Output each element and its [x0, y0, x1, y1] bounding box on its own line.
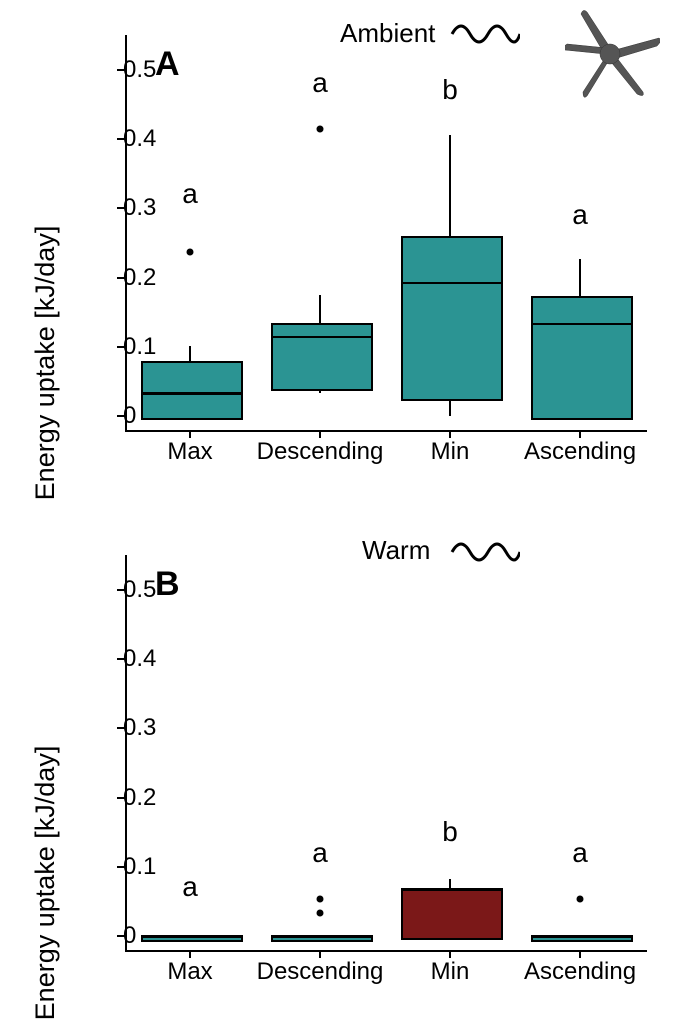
boxplot-box — [401, 888, 504, 941]
y-tick-label: 0.5 — [123, 576, 673, 604]
y-tick-label: 0.3 — [123, 194, 673, 222]
y-tick-label: 0.5 — [123, 56, 673, 84]
outlier-point — [317, 125, 324, 132]
median-line — [531, 935, 634, 938]
median-line — [141, 935, 244, 938]
significance-letter: b — [442, 816, 458, 848]
significance-letter: a — [572, 837, 588, 869]
x-tick-label: Ascending — [524, 958, 636, 986]
x-tick — [579, 430, 581, 438]
x-tick — [319, 430, 321, 438]
plot-area-B — [125, 555, 647, 952]
x-tick — [189, 950, 191, 958]
y-axis-label: Energy uptake [kJ/day] — [30, 226, 61, 501]
whisker — [579, 259, 581, 296]
boxplot-box — [531, 296, 634, 420]
x-tick — [579, 950, 581, 958]
median-line — [141, 392, 244, 395]
median-line — [271, 336, 374, 339]
boxplot-box — [271, 323, 374, 391]
median-line — [531, 323, 634, 326]
whisker — [189, 346, 191, 361]
x-tick-label: Descending — [257, 958, 384, 986]
y-tick-label: 0.2 — [123, 264, 673, 292]
x-tick-label: Ascending — [524, 438, 636, 466]
y-tick-label: 0.2 — [123, 784, 673, 812]
x-tick-label: Max — [167, 438, 212, 466]
x-tick-label: Min — [431, 958, 470, 986]
median-line — [401, 888, 504, 891]
whisker — [449, 879, 451, 888]
significance-letter: a — [182, 178, 198, 210]
x-tick — [449, 950, 451, 958]
outlier-point — [317, 896, 324, 903]
outlier-point — [317, 910, 324, 917]
y-tick-label: 0.3 — [123, 714, 673, 742]
x-tick — [449, 430, 451, 438]
y-tick-label: 0.1 — [123, 853, 673, 881]
x-tick-label: Descending — [257, 438, 384, 466]
whisker — [319, 295, 321, 323]
x-tick-label: Min — [431, 438, 470, 466]
y-tick-label: 0.4 — [123, 125, 673, 153]
boxplot-box — [401, 236, 504, 401]
median-line — [271, 935, 374, 938]
significance-letter: a — [312, 837, 328, 869]
whisker — [449, 135, 451, 235]
figure: Ambient Warm A00.10.20.30.40.5Energy upt… — [0, 0, 685, 1020]
x-tick — [189, 430, 191, 438]
median-line — [401, 282, 504, 285]
outlier-point — [577, 896, 584, 903]
significance-letter: a — [572, 199, 588, 231]
significance-letter: b — [442, 74, 458, 106]
x-tick — [319, 950, 321, 958]
y-axis-label: Energy uptake [kJ/day] — [30, 746, 61, 1020]
significance-letter: a — [182, 871, 198, 903]
significance-letter: a — [312, 67, 328, 99]
outlier-point — [187, 248, 194, 255]
y-tick-label: 0.4 — [123, 645, 673, 673]
boxplot-box — [141, 361, 244, 420]
x-tick-label: Max — [167, 958, 212, 986]
